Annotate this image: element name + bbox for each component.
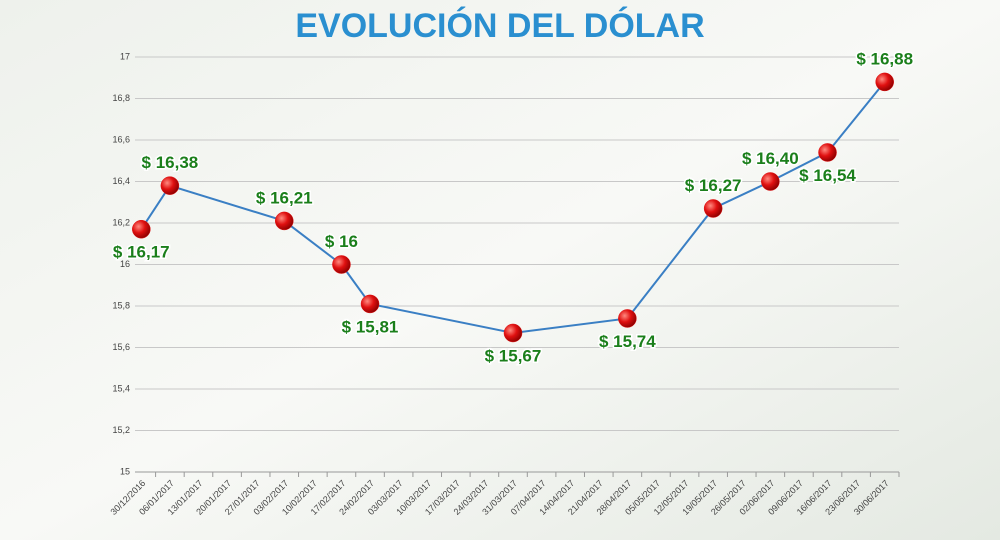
value-label: $ 15,67 [485,346,542,365]
y-tick-label: 17 [120,51,130,61]
value-label: $ 16,54 [799,166,856,185]
marker [818,143,837,162]
marker [332,255,351,274]
value-label: $ 16,40 [742,149,799,168]
y-tick-label: 16,4 [112,176,130,186]
marker [360,294,380,314]
marker [703,199,723,218]
y-tick-label: 15,6 [112,342,130,352]
y-tick-label: 16,2 [112,217,130,227]
value-label: $ 15,74 [599,332,656,351]
marker [275,211,294,231]
y-tick-label: 15,4 [112,383,130,393]
value-label: $ 16,88 [856,49,913,68]
value-label: $ 16,21 [256,188,313,207]
marker [875,72,894,92]
y-tick-label: 16,8 [112,93,130,103]
y-tick-label: 16,6 [112,134,130,144]
y-tick-label: 16 [120,259,130,269]
value-label: $ 16,17 [113,243,170,262]
marker [761,172,780,191]
value-label: $ 16,38 [142,153,199,172]
y-tick-label: 15,2 [112,425,130,435]
marker [160,176,180,195]
marker [132,219,151,239]
y-tick-label: 15,8 [112,300,130,310]
value-label: $ 16 [325,232,358,251]
value-label: $ 16,27 [685,176,742,195]
marker [503,323,523,343]
marker [618,309,637,328]
chart-title: EVOLUCIÓN DEL DÓLAR [295,7,704,45]
y-tick-label: 15 [120,466,130,476]
value-label: $ 15,81 [342,317,399,336]
